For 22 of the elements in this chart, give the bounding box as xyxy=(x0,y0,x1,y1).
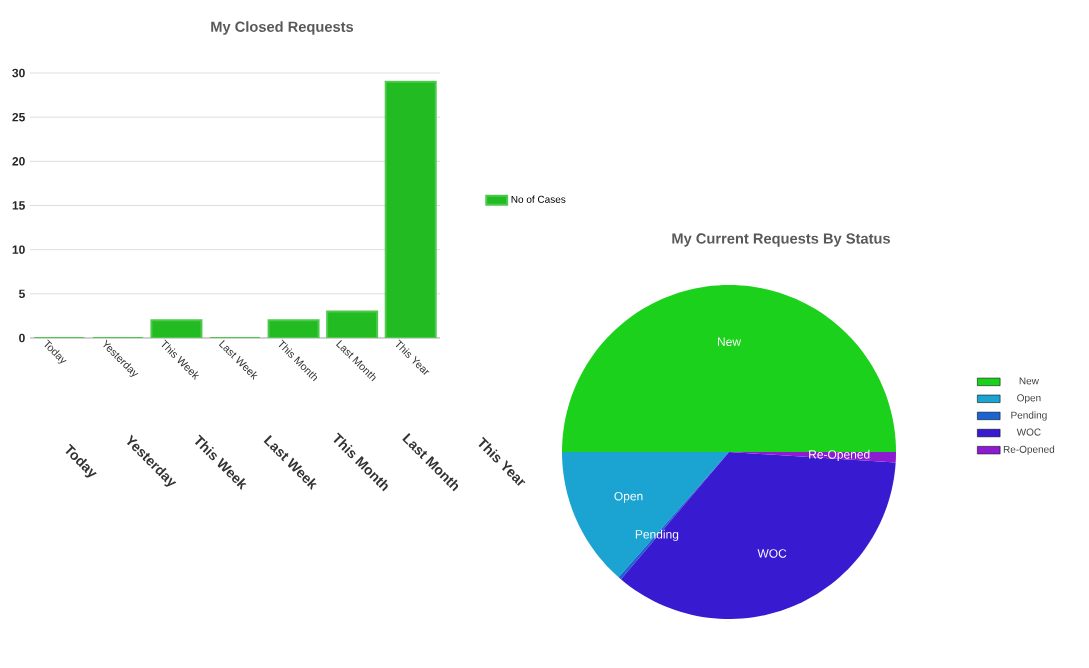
y-tick-label: 15 xyxy=(12,201,25,210)
legend-label: New xyxy=(1019,377,1039,385)
legend-label: Pending xyxy=(1011,411,1047,421)
y-tick-label: 0 xyxy=(19,333,25,343)
legend-label: No of Cases xyxy=(511,195,566,203)
bar xyxy=(384,80,437,338)
chart-title: My Closed Requests xyxy=(211,21,354,35)
slice-label: New xyxy=(717,337,742,346)
slice-label: WOC xyxy=(757,549,787,558)
legend-label: WOC xyxy=(1016,428,1041,436)
chart-title: My Current Requests By Status xyxy=(672,233,890,247)
slice-label: Pending xyxy=(635,529,679,541)
slice-label: Re-Opened xyxy=(809,449,870,462)
y-tick-label: 20 xyxy=(12,157,25,166)
y-tick-label: 30 xyxy=(12,68,25,78)
legend-label: Open xyxy=(1017,394,1041,404)
legend-label: Re-Opened xyxy=(1003,445,1055,455)
y-tick-label: 10 xyxy=(12,245,25,254)
slice-label: Open xyxy=(614,491,643,503)
bar xyxy=(326,310,379,338)
y-tick-label: 5 xyxy=(18,289,25,299)
y-tick-label: 25 xyxy=(12,112,25,122)
